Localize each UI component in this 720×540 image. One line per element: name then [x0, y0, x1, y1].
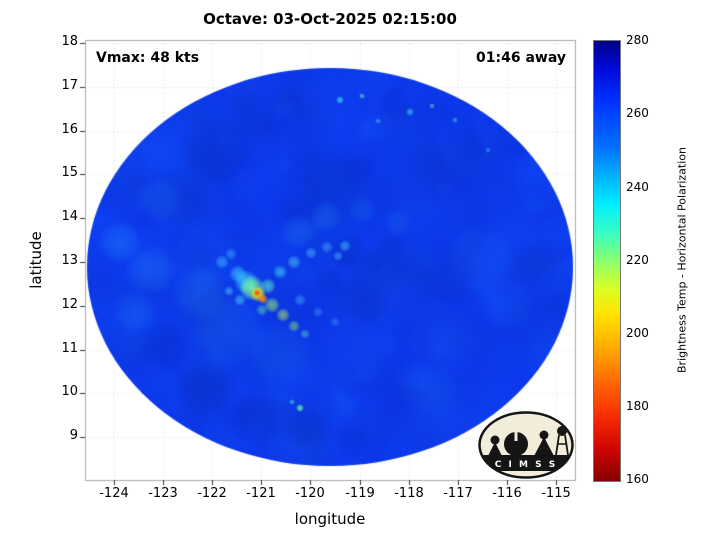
y-tick-label: 9 [69, 428, 78, 443]
observatory-dome-icon [504, 432, 528, 456]
cimss-logo-text: C I M S S [495, 460, 557, 470]
x-tick-label: -118 [394, 486, 424, 501]
water-tower-icon [557, 426, 567, 436]
x-tick-label: -116 [492, 486, 522, 501]
cimss-logo-band [479, 455, 573, 471]
observatory-dish-icon [490, 435, 500, 445]
y-tick-label: 14 [61, 209, 78, 224]
y-tick-label: 11 [61, 341, 78, 356]
y-tick-label: 10 [61, 384, 78, 399]
x-tick-label: -115 [541, 486, 571, 501]
y-tick-label: 16 [61, 122, 78, 137]
colorbar-tick-label: 180 [626, 399, 649, 413]
x-axis-label: longitude [294, 510, 366, 528]
x-tick-label: -117 [443, 486, 473, 501]
vmax-annotation: Vmax: 48 kts [96, 50, 200, 66]
y-tick-label: 15 [61, 165, 78, 180]
colorbar [593, 40, 621, 482]
eta-annotation: 01:46 away [476, 50, 566, 66]
y-tick-label: 12 [61, 297, 78, 312]
colorbar-tick-label: 260 [626, 106, 649, 120]
colorbar-tick-label: 200 [626, 326, 649, 340]
x-tick-label: -120 [295, 486, 325, 501]
colorbar-tick-label: 220 [626, 253, 649, 267]
x-tick-label: -123 [148, 486, 178, 501]
colorbar-tick-label: 280 [626, 33, 649, 47]
colorbar-label: Brightness Temp - Horizontal Polarizatio… [675, 147, 689, 373]
plot-title: Octave: 03-Oct-2025 02:15:00 [203, 10, 457, 28]
cimss-logo: C I M S S [478, 411, 574, 479]
x-tick-label: -122 [197, 486, 227, 501]
y-tick-label: 18 [61, 34, 78, 49]
x-tick-label: -124 [99, 486, 129, 501]
y-tick-label: 13 [61, 253, 78, 268]
colorbar-tick-label: 240 [626, 180, 649, 194]
colorbar-tick-label: 160 [626, 472, 649, 486]
radio-dish-icon [539, 430, 549, 440]
radio-dish-icon [534, 437, 554, 456]
x-tick-label: -119 [345, 486, 375, 501]
y-tick-label: 17 [61, 78, 78, 93]
observatory-dish-icon [488, 442, 502, 456]
x-tick-label: -121 [246, 486, 276, 501]
